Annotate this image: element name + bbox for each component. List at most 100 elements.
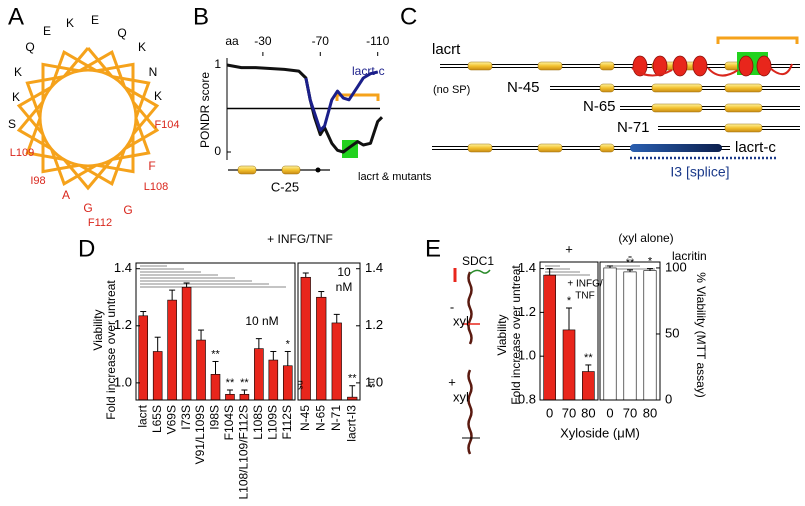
residue-label: L109 (10, 147, 34, 159)
y-tick-label: 0 (665, 391, 672, 406)
construct-exon (724, 123, 763, 133)
residue-label: A (62, 188, 70, 202)
note: 10 nM (245, 314, 278, 328)
series-line (304, 70, 379, 132)
group-heading: - (628, 248, 632, 263)
bar (167, 299, 177, 401)
panel-letter: E (425, 235, 441, 262)
bar (282, 365, 293, 401)
gene-label: C-25 (271, 179, 299, 194)
bar (210, 374, 221, 401)
significance: ** (626, 257, 635, 269)
schematic-label: xyl (453, 313, 469, 328)
residue-label: K (154, 89, 162, 103)
construct-exon (537, 61, 563, 71)
x-tick-label: 80 (643, 405, 657, 420)
x-tick-label: N-45 (298, 405, 312, 431)
series-label: lacrt & mutants (358, 171, 432, 183)
helix-mark (756, 55, 772, 77)
residue-label: G (123, 203, 132, 217)
y-tick-label: 0 (214, 144, 221, 158)
bar (562, 329, 576, 401)
x-tick-label: 70 (623, 405, 637, 420)
x-tick-label: 0 (546, 405, 553, 420)
x-tick-label: L65S (150, 405, 164, 433)
construct-exon (467, 61, 493, 71)
residue-label: Q (117, 26, 126, 40)
bar (316, 296, 327, 401)
x-tick-label: -110 (366, 34, 389, 48)
y-axis-label: Viability (91, 309, 105, 350)
bar (239, 393, 250, 401)
schematic-label: - (450, 299, 454, 314)
glycan-chain (469, 269, 491, 275)
splice-label: I3 [splice] (670, 164, 729, 180)
residue-label: E (91, 13, 99, 27)
y-axis-label: PONDR score (198, 72, 212, 148)
y-tick-label: 1.4 (518, 260, 536, 275)
construct-label: N-45 (507, 79, 540, 96)
note: nM (336, 280, 353, 294)
significance: ** (584, 352, 593, 364)
helical-wheel-star (16, 47, 160, 191)
panel-letter: A (8, 3, 24, 30)
bar (268, 359, 279, 401)
plot-frame (539, 261, 599, 401)
x-tick-label: N-65 (313, 405, 327, 431)
bar (225, 393, 235, 401)
residue-label: E (43, 24, 51, 38)
x-tick-label: N-71 (329, 405, 343, 431)
x-tick-label: 0 (606, 405, 613, 420)
bar (603, 267, 617, 401)
y-tick-label: 1.4 (365, 260, 383, 275)
plot-frame (599, 261, 661, 401)
x-tick-label: 80 (581, 405, 595, 420)
construct-exon (599, 61, 615, 71)
residue-label: Q (25, 40, 34, 54)
significance: ** (211, 348, 220, 360)
construct-exon (651, 83, 703, 93)
construct-exon (599, 83, 615, 93)
side-note: ns (368, 378, 378, 388)
note: 10 (337, 265, 351, 279)
residue-label: F104 (154, 119, 179, 131)
bar (196, 339, 206, 401)
region-bracket (716, 36, 799, 44)
y-tick-label: 0.8 (518, 391, 536, 406)
group-subheading: (xyl alone) (618, 231, 673, 245)
gene-exon (237, 165, 257, 175)
x-tick-label: L108/L109/F112S (237, 405, 251, 500)
side-note: ns (296, 380, 306, 390)
schematic-title: SDC1 (462, 254, 494, 268)
significance: * (567, 295, 572, 307)
bar (181, 286, 192, 401)
x-tick-label: V69S (164, 405, 178, 434)
bar (152, 351, 163, 401)
y2-axis-label: % Viability (MTT assay) (694, 272, 708, 398)
panel-letter: D (78, 235, 95, 262)
x-tick-label: V91/L109S (193, 405, 207, 464)
panel-letter: C (400, 3, 417, 30)
panel-letter: B (193, 3, 209, 30)
proteoglycan (467, 271, 473, 345)
bar (623, 271, 637, 401)
helix-mark (672, 55, 688, 77)
bar (254, 348, 264, 401)
residue-label: G (83, 201, 92, 215)
y-tick-label: 50 (665, 325, 679, 340)
gene-end (315, 167, 321, 173)
construct-label: N-65 (583, 98, 616, 115)
construct-exon (724, 103, 763, 113)
residue-label: K (14, 65, 22, 79)
construct-label: lacrt (432, 41, 461, 58)
x-tick-label: -70 (312, 34, 330, 48)
y-tick-label: 1.0 (114, 374, 132, 389)
x-tick-label: lacrt (135, 404, 149, 427)
construct-label: (no SP) (433, 84, 470, 96)
residue-label: N (149, 65, 158, 79)
helix-mark (692, 55, 708, 77)
y-axis-label: Viability (495, 314, 509, 355)
construct-exon (724, 83, 763, 93)
construct-exon (537, 143, 563, 153)
